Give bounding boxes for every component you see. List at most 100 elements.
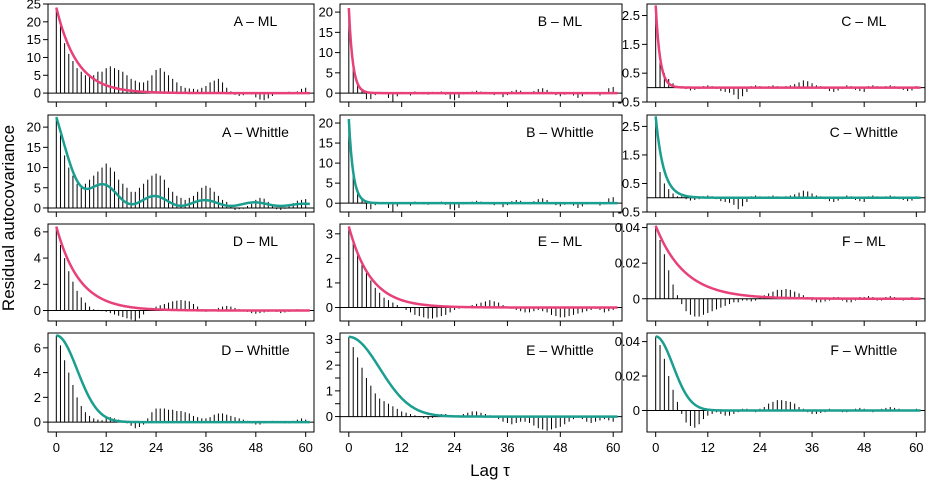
- x-tick-label: 12: [99, 440, 113, 455]
- x-tick-label: 48: [857, 440, 871, 455]
- y-tick-label: 20: [27, 120, 41, 135]
- fit-curve-whittle: [655, 335, 921, 412]
- y-tick-label: 15: [27, 140, 41, 155]
- x-tick-label: 12: [394, 440, 408, 455]
- y-tick-label: 0: [633, 291, 640, 306]
- y-tick-label: 15: [319, 136, 333, 151]
- y-tick-label: -0.5: [618, 205, 640, 220]
- y-tick-label: 20: [319, 5, 333, 20]
- panel-a-ml: 0 5 10 15 20 25 A – ML: [27, 0, 315, 107]
- panel-frame: [339, 223, 623, 322]
- panel-e-ml: 0 1 2 3 E – ML: [326, 223, 623, 326]
- y-tick-label: 0.5: [622, 66, 640, 81]
- y-tick-label: 10: [319, 156, 333, 171]
- panel-b-ml: 0 5 10 15 20 B – ML: [319, 3, 623, 107]
- y-tick-label: 15: [319, 25, 333, 40]
- y-tick-label: 0: [34, 86, 41, 101]
- panel-title: C – Whittle: [830, 124, 899, 140]
- y-tick-label: 20: [27, 14, 41, 29]
- panel-frame: [339, 332, 623, 433]
- panel-frame: [646, 332, 926, 433]
- y-tick-label: 2: [326, 251, 333, 266]
- y-tick-label: 5: [34, 180, 41, 195]
- x-tick-label: 36: [199, 440, 213, 455]
- panel-title: F – Whittle: [830, 342, 897, 358]
- fit-curve-ml: [654, 225, 921, 300]
- y-tick-label: 1: [326, 383, 333, 398]
- x-tick-label: 36: [500, 440, 514, 455]
- fit-curve-whittle: [347, 118, 618, 205]
- y-tick-label: 0: [34, 303, 41, 318]
- y-tick-label: 2: [34, 390, 41, 405]
- y-tick-label: 0: [326, 300, 333, 315]
- panel-b-whittle: 0 5 10 15 20 B – Whittle: [319, 114, 623, 217]
- y-tick-label: 10: [27, 50, 41, 65]
- y-tick-label: 5: [326, 176, 333, 191]
- x-tick-label: 60: [909, 440, 923, 455]
- panel-f-whittle: 0 0.02 0.04 0 12 24 36 48 60 F – Whittle: [615, 332, 926, 455]
- y-tick-label: 2: [326, 358, 333, 373]
- y-tick-label: 1.5: [622, 147, 640, 162]
- panel-f-ml: 0 0.02 0.04 F – ML: [615, 220, 926, 326]
- y-tick-label: 6: [34, 340, 41, 355]
- y-tick-label: 2.5: [622, 119, 640, 134]
- x-axis-title: Lag τ: [470, 461, 510, 480]
- y-tick-label: 0.04: [615, 334, 640, 349]
- panel-frame: [646, 223, 926, 322]
- y-tick-label: 0: [34, 415, 41, 430]
- y-tick-label: 0: [326, 86, 333, 101]
- y-tick-label: 1: [326, 275, 333, 290]
- panel-frame: [47, 223, 315, 322]
- panel-title: A – Whittle: [222, 124, 289, 140]
- y-tick-label: 20: [319, 116, 333, 131]
- x-tick-label: 0: [53, 440, 60, 455]
- panel-frame: [646, 114, 926, 213]
- y-tick-label: 0.04: [615, 220, 640, 235]
- y-tick-label: 0: [34, 200, 41, 215]
- y-tick-label: 0: [633, 403, 640, 418]
- x-tick-label: 24: [447, 440, 461, 455]
- y-tick-label: 0: [326, 409, 333, 424]
- panel-c-ml: -0.5 0.5 1.5 2.5 C – ML: [618, 3, 926, 110]
- panel-title: B – ML: [538, 13, 583, 29]
- y-tick-label: 0.02: [615, 369, 640, 384]
- fit-curve-ml: [55, 226, 311, 312]
- y-tick-label: 5: [326, 65, 333, 80]
- x-tick-label: 48: [553, 440, 567, 455]
- y-tick-label: 0.5: [622, 176, 640, 191]
- panel-title: D – Whittle: [221, 342, 290, 358]
- x-tick-label: 0: [345, 440, 352, 455]
- panel-d-ml: 0 2 4 6 D – ML: [34, 223, 315, 326]
- y-tick-label: 1.5: [622, 37, 640, 52]
- fit-curve-ml: [654, 5, 921, 89]
- y-tick-label: 10: [319, 45, 333, 60]
- fit-curve-whittle: [654, 116, 921, 199]
- y-tick-label: 5: [34, 68, 41, 83]
- panel-title: E – Whittle: [526, 342, 594, 358]
- panel-title: F – ML: [842, 233, 886, 249]
- panel-c-whittle: -0.5 0.5 1.5 2.5 C – Whittle: [618, 114, 926, 220]
- y-tick-label: 4: [34, 251, 41, 266]
- panel-frame: [47, 3, 315, 103]
- panel-a-whittle: 0 5 10 15 20 A – Whittle: [27, 114, 315, 217]
- panel-frame: [47, 332, 315, 433]
- x-tick-label: 60: [298, 440, 312, 455]
- x-tick-label: 24: [753, 440, 767, 455]
- y-tick-label: 15: [27, 32, 41, 47]
- y-tick-label: 2: [34, 277, 41, 292]
- x-tick-label: 0: [652, 440, 659, 455]
- y-tick-label: 4: [34, 365, 41, 380]
- x-tick-label: 60: [606, 440, 620, 455]
- y-tick-label: 0.02: [615, 256, 640, 271]
- y-tick-label: 3: [326, 332, 333, 347]
- panel-title: B – Whittle: [526, 124, 594, 140]
- fit-curve-ml: [347, 226, 618, 309]
- y-tick-label: 25: [27, 0, 41, 12]
- panel-title: A – ML: [234, 13, 278, 29]
- panel-title: C – ML: [841, 13, 886, 29]
- panel-title: E – ML: [538, 233, 583, 249]
